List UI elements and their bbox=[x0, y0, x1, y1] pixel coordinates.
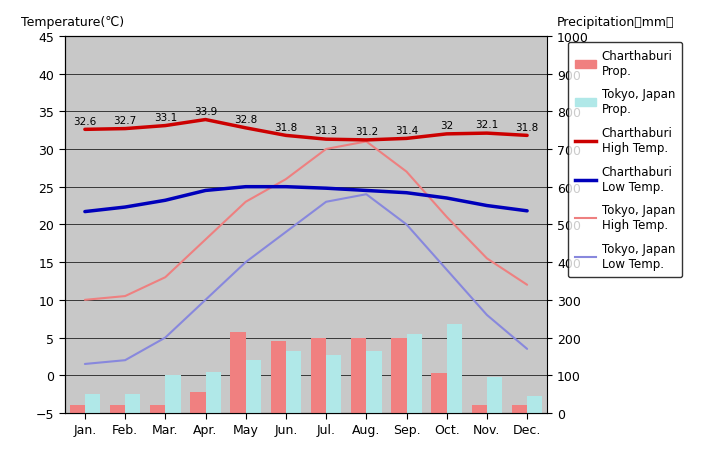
Bar bbox=[326, 355, 341, 413]
Text: 33.9: 33.9 bbox=[194, 106, 217, 117]
Bar bbox=[70, 406, 85, 413]
Text: 31.3: 31.3 bbox=[315, 126, 338, 136]
Bar bbox=[271, 341, 286, 413]
Bar bbox=[110, 406, 125, 413]
Bar bbox=[85, 394, 100, 413]
Text: Precipitation（mm）: Precipitation（mm） bbox=[557, 16, 675, 29]
Text: 31.4: 31.4 bbox=[395, 125, 418, 135]
Legend: Charthaburi
Prop., Tokyo, Japan
Prop., Charthaburi
High Temp., Charthaburi
Low T: Charthaburi Prop., Tokyo, Japan Prop., C… bbox=[567, 43, 682, 277]
Text: 32.1: 32.1 bbox=[475, 120, 498, 130]
Bar bbox=[512, 406, 527, 413]
Bar bbox=[366, 351, 382, 413]
Text: 32.7: 32.7 bbox=[114, 116, 137, 126]
Bar bbox=[487, 377, 502, 413]
Text: 32.6: 32.6 bbox=[73, 116, 96, 126]
Bar bbox=[286, 351, 301, 413]
Bar bbox=[527, 396, 542, 413]
Text: 31.8: 31.8 bbox=[274, 123, 297, 132]
Text: 32.8: 32.8 bbox=[234, 115, 257, 125]
Text: 31.2: 31.2 bbox=[355, 127, 378, 137]
Bar bbox=[446, 325, 462, 413]
Bar bbox=[311, 338, 326, 413]
Text: 33.1: 33.1 bbox=[153, 112, 177, 123]
Bar bbox=[230, 332, 246, 413]
Bar bbox=[150, 406, 166, 413]
Text: 32: 32 bbox=[440, 121, 454, 131]
Bar bbox=[246, 360, 261, 413]
Bar bbox=[407, 334, 422, 413]
Bar bbox=[351, 338, 366, 413]
Bar bbox=[205, 372, 221, 413]
Bar bbox=[125, 394, 140, 413]
Text: Temperature(℃): Temperature(℃) bbox=[22, 16, 125, 29]
Text: 31.8: 31.8 bbox=[516, 123, 539, 132]
Bar bbox=[190, 392, 205, 413]
Bar bbox=[166, 375, 181, 413]
Bar bbox=[431, 374, 446, 413]
Bar bbox=[391, 338, 407, 413]
Bar bbox=[472, 406, 487, 413]
